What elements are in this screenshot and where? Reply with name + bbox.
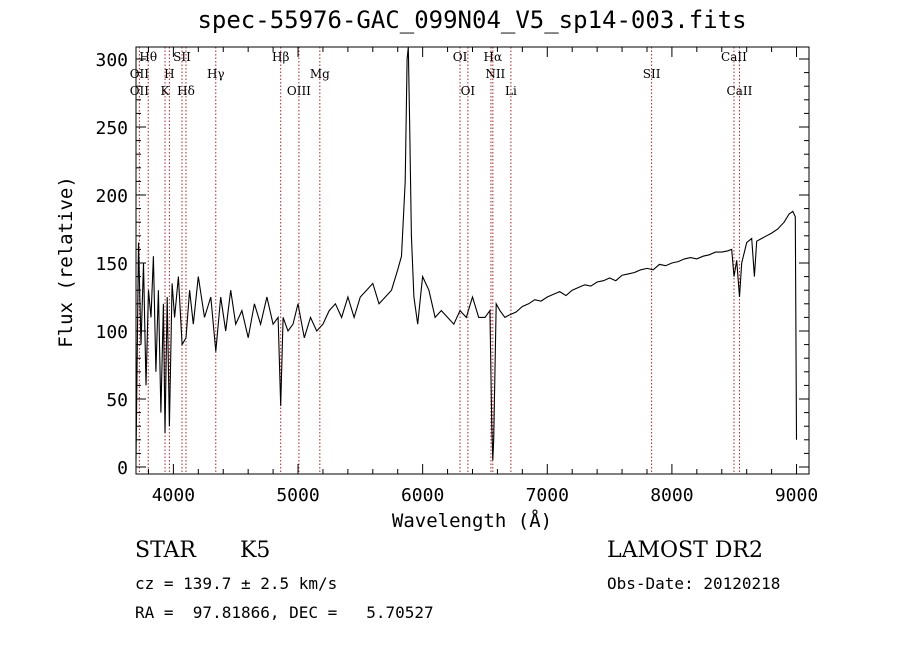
line-annotation: OI: [461, 84, 476, 98]
plot-frame: [135, 46, 810, 475]
line-annotation: SII: [643, 67, 661, 81]
line-annotation: OIII: [287, 84, 311, 98]
survey-name: LAMOST DR2: [607, 538, 763, 563]
redshift-text: cz = 139.7 ± 2.5 km/s: [135, 574, 338, 593]
line-markers: [138, 47, 740, 474]
y-tick-label: 100: [95, 322, 128, 343]
line-annotation: H: [164, 67, 174, 81]
line-annotation: OI: [453, 50, 468, 64]
x-tick-label: 5000: [276, 485, 319, 506]
line-annotation: Mg: [310, 67, 330, 81]
x-tick-label: 6000: [401, 485, 444, 506]
object-subclass: K5: [240, 538, 271, 563]
line-annotation: NII: [485, 67, 505, 81]
line-annotation: Hθ: [139, 50, 157, 64]
coordinates: RA = 97.81866, DEC = 5.70527: [135, 603, 434, 622]
x-axis-label: Wavelength (Å): [391, 510, 553, 532]
line-annotation: Li: [505, 84, 517, 98]
x-axis-ticks: 4000 5000 6000 7000 8000 9000: [147, 47, 818, 506]
y-axis-label: Flux (relative): [55, 176, 77, 348]
line-annotation: Hδ: [177, 84, 195, 98]
y-tick-label: 50: [106, 390, 128, 411]
chart-title: spec-55976-GAC_099N04_V5_sp14-003.fits: [197, 6, 747, 34]
y-tick-label: 150: [95, 254, 128, 275]
line-annotation: CaII: [721, 50, 747, 64]
x-tick-label: 8000: [650, 485, 693, 506]
y-tick-label: 200: [95, 186, 128, 207]
obs-date: Obs-Date: 20120218: [607, 574, 781, 593]
y-tick-label: 250: [95, 118, 128, 139]
x-tick-label: 9000: [775, 485, 818, 506]
y-tick-label: 300: [95, 50, 128, 71]
object-class: STAR: [135, 538, 196, 563]
line-annotation: OII: [130, 84, 150, 98]
y-tick-label: 0: [117, 458, 128, 479]
line-annotation: SII: [173, 50, 191, 64]
y-axis-ticks: 0 50 100 150 200 250 300: [95, 50, 809, 479]
line-annotation: Hγ: [207, 67, 225, 81]
line-annotation: CaII: [727, 84, 753, 98]
line-annotation: OII: [130, 67, 150, 81]
line-annotation: K: [161, 84, 171, 98]
spectrum-line: [135, 46, 798, 461]
x-tick-label: 7000: [526, 485, 569, 506]
line-annotation: Hβ: [272, 50, 289, 64]
x-tick-label: 4000: [152, 485, 195, 506]
line-annotation: Hα: [484, 50, 503, 64]
